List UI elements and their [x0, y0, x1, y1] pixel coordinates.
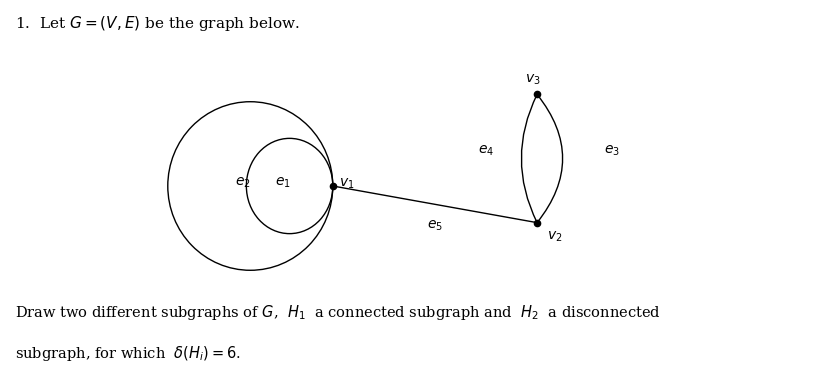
Text: $e_5$: $e_5$ — [427, 219, 443, 233]
Text: $e_1$: $e_1$ — [275, 175, 291, 190]
Text: Draw two different subgraphs of $G$,  $H_1$  a connected subgraph and  $H_2$  a : Draw two different subgraphs of $G$, $H_… — [15, 303, 660, 322]
Text: 1.  Let $G = (V, E)$ be the graph below.: 1. Let $G = (V, E)$ be the graph below. — [15, 14, 299, 33]
Text: $v_3$: $v_3$ — [526, 73, 541, 87]
Text: $e_4$: $e_4$ — [478, 144, 494, 158]
Text: $v_1$: $v_1$ — [339, 177, 355, 191]
Text: $e_3$: $e_3$ — [604, 144, 619, 158]
Text: $e_2$: $e_2$ — [235, 175, 250, 190]
Text: $v_2$: $v_2$ — [547, 229, 562, 244]
Text: subgraph, for which  $\delta(H_i) = 6$.: subgraph, for which $\delta(H_i) = 6$. — [15, 344, 240, 363]
